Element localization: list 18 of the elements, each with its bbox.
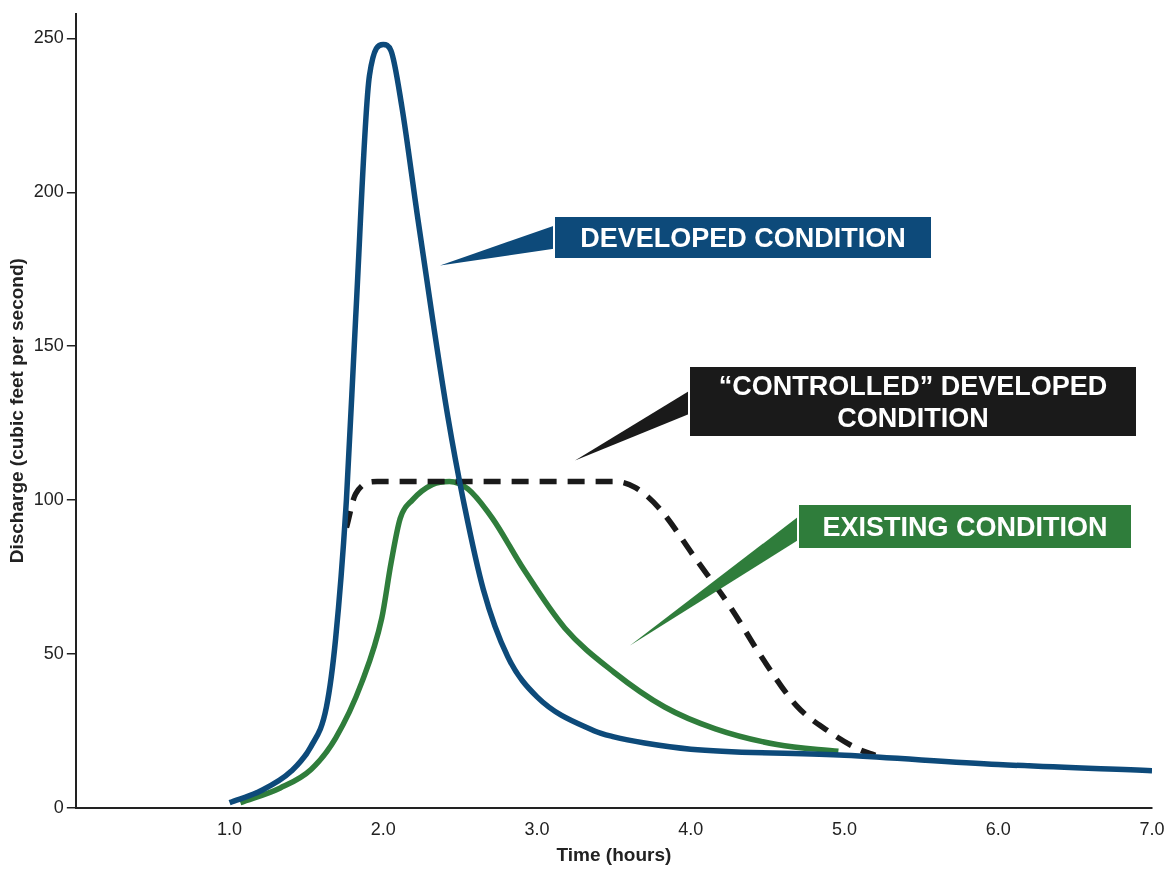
x-axis-title: Time (hours) [556, 843, 672, 865]
annotation: “CONTROLLED” DEVELOPED CONDITION [688, 365, 1138, 438]
x-tick-label: 2.0 [370, 819, 396, 840]
y-axis-title: Discharge (cubic feet per second) [5, 258, 27, 564]
x-tick-label: 5.0 [832, 819, 858, 840]
y-tick-label: 50 [43, 642, 64, 663]
y-tick-label: 0 [53, 796, 64, 817]
y-tick-label: 150 [33, 335, 64, 356]
y-tick-label: 100 [33, 488, 64, 509]
x-tick-label: 7.0 [1139, 819, 1165, 840]
x-tick-label: 4.0 [678, 819, 704, 840]
annotation: DEVELOPED CONDITION [553, 215, 933, 260]
y-tick-label: 200 [33, 181, 64, 202]
x-tick-label: 1.0 [217, 819, 243, 840]
x-tick-label: 6.0 [985, 819, 1011, 840]
annotation: EXISTING CONDITION [797, 503, 1133, 550]
x-tick-label: 3.0 [524, 819, 550, 840]
y-tick-label: 250 [33, 27, 64, 48]
